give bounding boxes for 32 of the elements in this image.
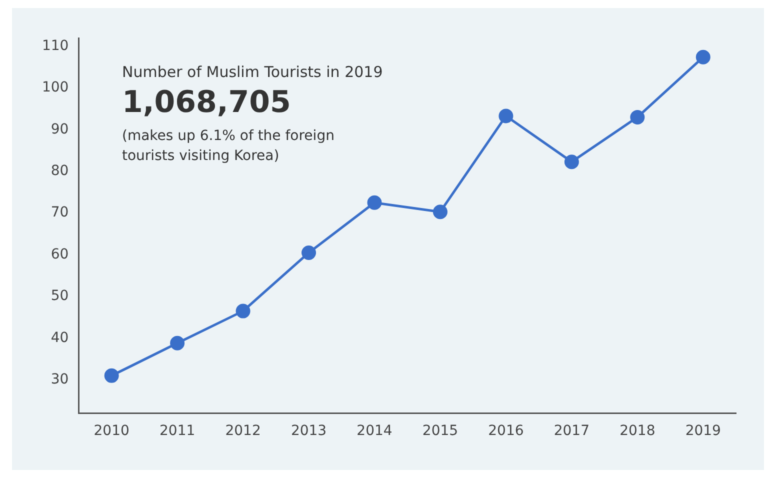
point <box>104 368 119 383</box>
y-tick-label: 50 <box>50 288 69 304</box>
x-tick-label: 2011 <box>159 423 196 440</box>
x-tick-label: 2015 <box>422 423 458 440</box>
y-tick-label: 110 <box>42 38 69 54</box>
annotation: (makes up 6.1% of the foreign tourists visiting Korea) <box>122 127 336 166</box>
x-tick-label: 2018 <box>620 423 656 440</box>
point <box>630 110 645 124</box>
y-tick-label: 40 <box>50 330 69 346</box>
point <box>696 50 710 64</box>
annotation: 1,068,705 <box>122 85 292 120</box>
y-tick-label: 80 <box>50 163 69 180</box>
point <box>302 245 316 260</box>
x-tick-label: 2016 <box>488 423 524 440</box>
x-tick-label: 2013 <box>290 423 327 440</box>
x-tick-label: 2019 <box>685 423 721 440</box>
point <box>367 195 382 210</box>
point <box>170 336 185 350</box>
y-tick-label: 70 <box>50 204 69 221</box>
point <box>564 154 579 170</box>
y-tick-label: 30 <box>50 371 69 388</box>
x-tick-label: 2012 <box>225 423 261 440</box>
y-tick-label: 60 <box>50 246 69 262</box>
y-tick-label: 100 <box>42 80 69 96</box>
y-tick-label: 90 <box>50 121 69 138</box>
x-tick-label: 2017 <box>554 423 590 440</box>
point <box>236 304 250 318</box>
point <box>498 108 514 124</box>
x-tick-label: 2010 <box>94 423 130 440</box>
x-tick-label: 2014 <box>356 423 392 440</box>
annotation: Number of Muslim Tourists in 2019 <box>122 63 383 81</box>
point <box>432 204 448 220</box>
